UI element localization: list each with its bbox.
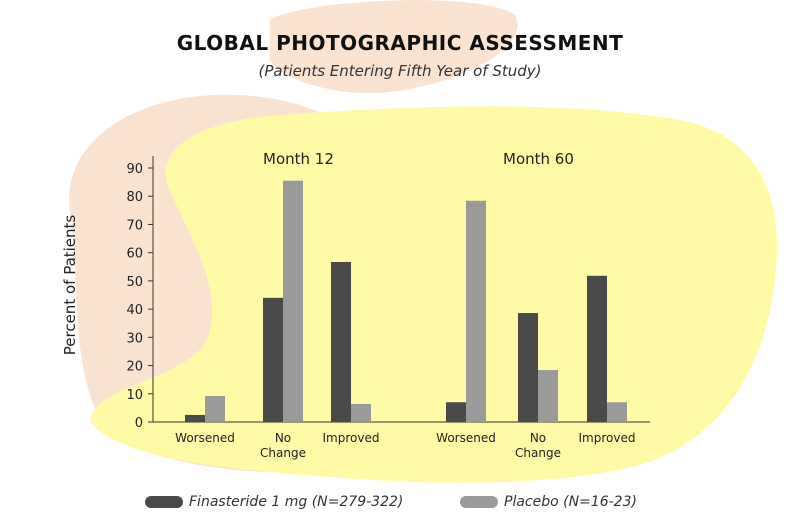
bar-finasteride xyxy=(185,414,205,422)
y-tick-label: 0 xyxy=(135,416,143,431)
bar-placebo xyxy=(351,403,371,422)
y-tick-label: 30 xyxy=(126,331,143,346)
x-tick-label: Improved xyxy=(323,431,380,445)
x-tick-label: Change xyxy=(515,446,561,460)
x-tick-label: Worsened xyxy=(175,431,235,445)
bar-placebo xyxy=(205,396,225,422)
y-tick-label: 60 xyxy=(126,247,143,262)
legend-label: Finasteride 1 mg (N=279-322) xyxy=(189,494,404,510)
bar-placebo xyxy=(283,180,303,422)
x-tick-label: No xyxy=(530,431,546,445)
legend-item-placebo: Placebo (N=16-23) xyxy=(460,494,637,510)
y-tick-label: 90 xyxy=(126,162,143,177)
y-tick-label: 10 xyxy=(126,388,143,403)
bar-placebo xyxy=(466,200,486,422)
x-tick-label: Worsened xyxy=(436,431,496,445)
legend-swatch-placebo xyxy=(460,496,498,508)
legend-label: Placebo (N=16-23) xyxy=(504,494,637,510)
legend-swatch-finasteride xyxy=(145,496,183,508)
bar-placebo xyxy=(607,402,627,422)
chart-title: GLOBAL PHOTOGRAPHIC ASSESSMENT xyxy=(176,31,624,55)
bar-finasteride xyxy=(263,297,283,422)
chart-subtitle: (Patients Entering Fifth Year of Study) xyxy=(258,62,542,80)
y-axis-label: Percent of Patients xyxy=(61,214,79,356)
bar-finasteride xyxy=(587,275,607,422)
y-tick-label: 40 xyxy=(126,303,143,318)
x-tick-label: Improved xyxy=(579,431,636,445)
x-tick-label: Change xyxy=(260,446,306,460)
y-tick-label: 50 xyxy=(126,275,143,290)
y-tick-label: 80 xyxy=(126,190,143,205)
bar-finasteride xyxy=(446,402,466,422)
bar-finasteride xyxy=(518,313,538,422)
x-tick-label: No xyxy=(275,431,291,445)
legend-item-finasteride: Finasteride 1 mg (N=279-322) xyxy=(145,494,403,510)
bar-placebo xyxy=(538,370,558,422)
bar-finasteride xyxy=(331,261,351,422)
panel-label-month-60: Month 60 xyxy=(503,150,574,168)
y-tick-label: 70 xyxy=(126,218,143,233)
y-tick-label: 20 xyxy=(126,360,143,375)
panel-label-month-12: Month 12 xyxy=(263,150,334,168)
